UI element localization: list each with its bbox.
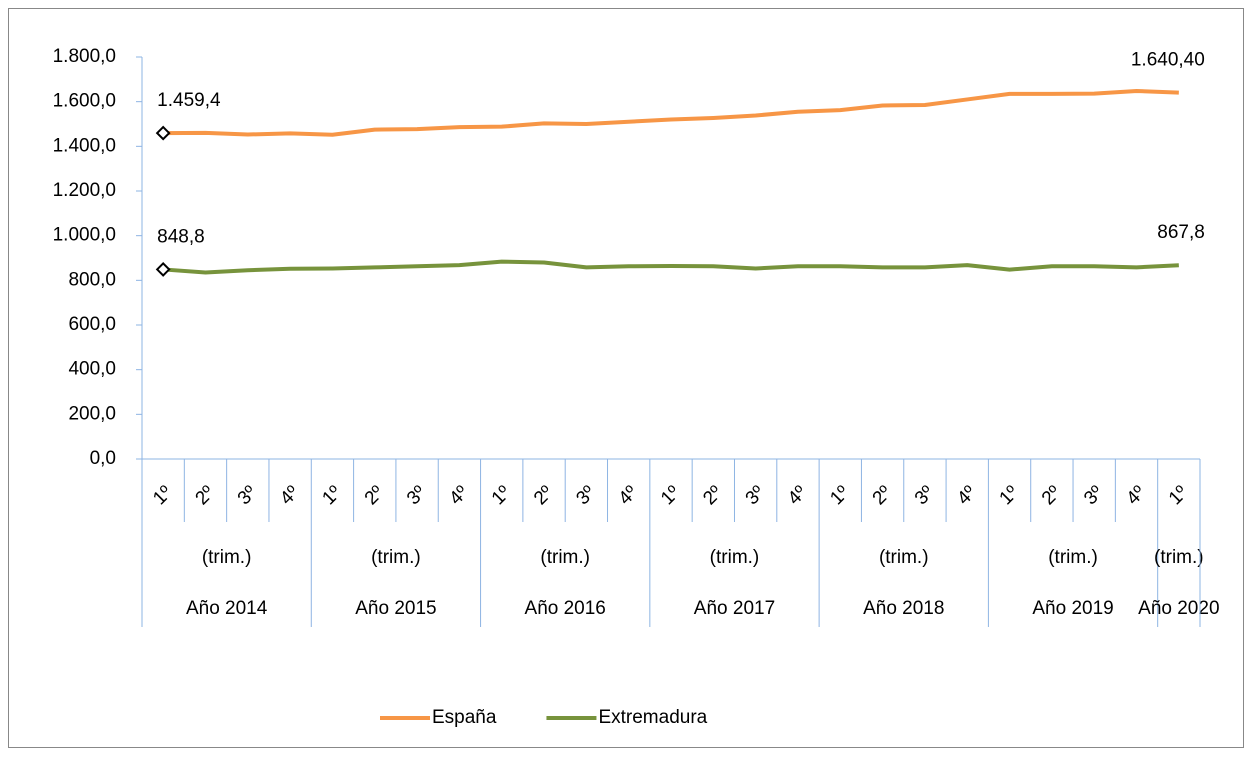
series-line (163, 259, 1179, 275)
legend-label: España (432, 707, 497, 728)
group-label: Año 2020 (1138, 598, 1219, 619)
y-tick-label: 600,0 (68, 314, 116, 335)
group-sublabel: (trim.) (879, 547, 929, 568)
group-sublabel: (trim.) (1048, 547, 1098, 568)
group-sublabel: (trim.) (710, 547, 760, 568)
group-sublabel: (trim.) (1154, 547, 1204, 568)
group-label: Año 2018 (863, 598, 944, 619)
series-line (163, 88, 1179, 137)
y-tick-label: 1.400,0 (53, 135, 116, 156)
y-tick-label: 800,0 (68, 269, 116, 290)
group-sublabel: (trim.) (540, 547, 590, 568)
chart-border (8, 8, 1244, 748)
group-sublabel: (trim.) (202, 547, 252, 568)
group-label: Año 2017 (694, 598, 775, 619)
y-tick-label: 1.000,0 (53, 225, 116, 246)
data-label: 848,8 (157, 226, 205, 247)
y-tick-label: 1.600,0 (53, 91, 116, 112)
group-label: Año 2016 (525, 598, 606, 619)
y-tick-label: 1.200,0 (53, 180, 116, 201)
legend-label: Extremadura (598, 707, 707, 728)
data-label: 1.459,4 (157, 90, 221, 111)
group-sublabel: (trim.) (371, 547, 421, 568)
y-tick-label: 200,0 (68, 403, 116, 424)
group-label: Año 2015 (355, 598, 436, 619)
data-label: 867,8 (1157, 222, 1205, 243)
marker (155, 262, 171, 277)
y-tick-label: 0,0 (90, 448, 116, 469)
y-tick-label: 1.800,0 (53, 46, 116, 67)
marker (155, 125, 171, 141)
data-label: 1.640,40 (1131, 50, 1205, 71)
y-tick-label: 400,0 (68, 359, 116, 380)
group-label: Año 2014 (186, 598, 268, 619)
group-label: Año 2019 (1032, 598, 1113, 619)
